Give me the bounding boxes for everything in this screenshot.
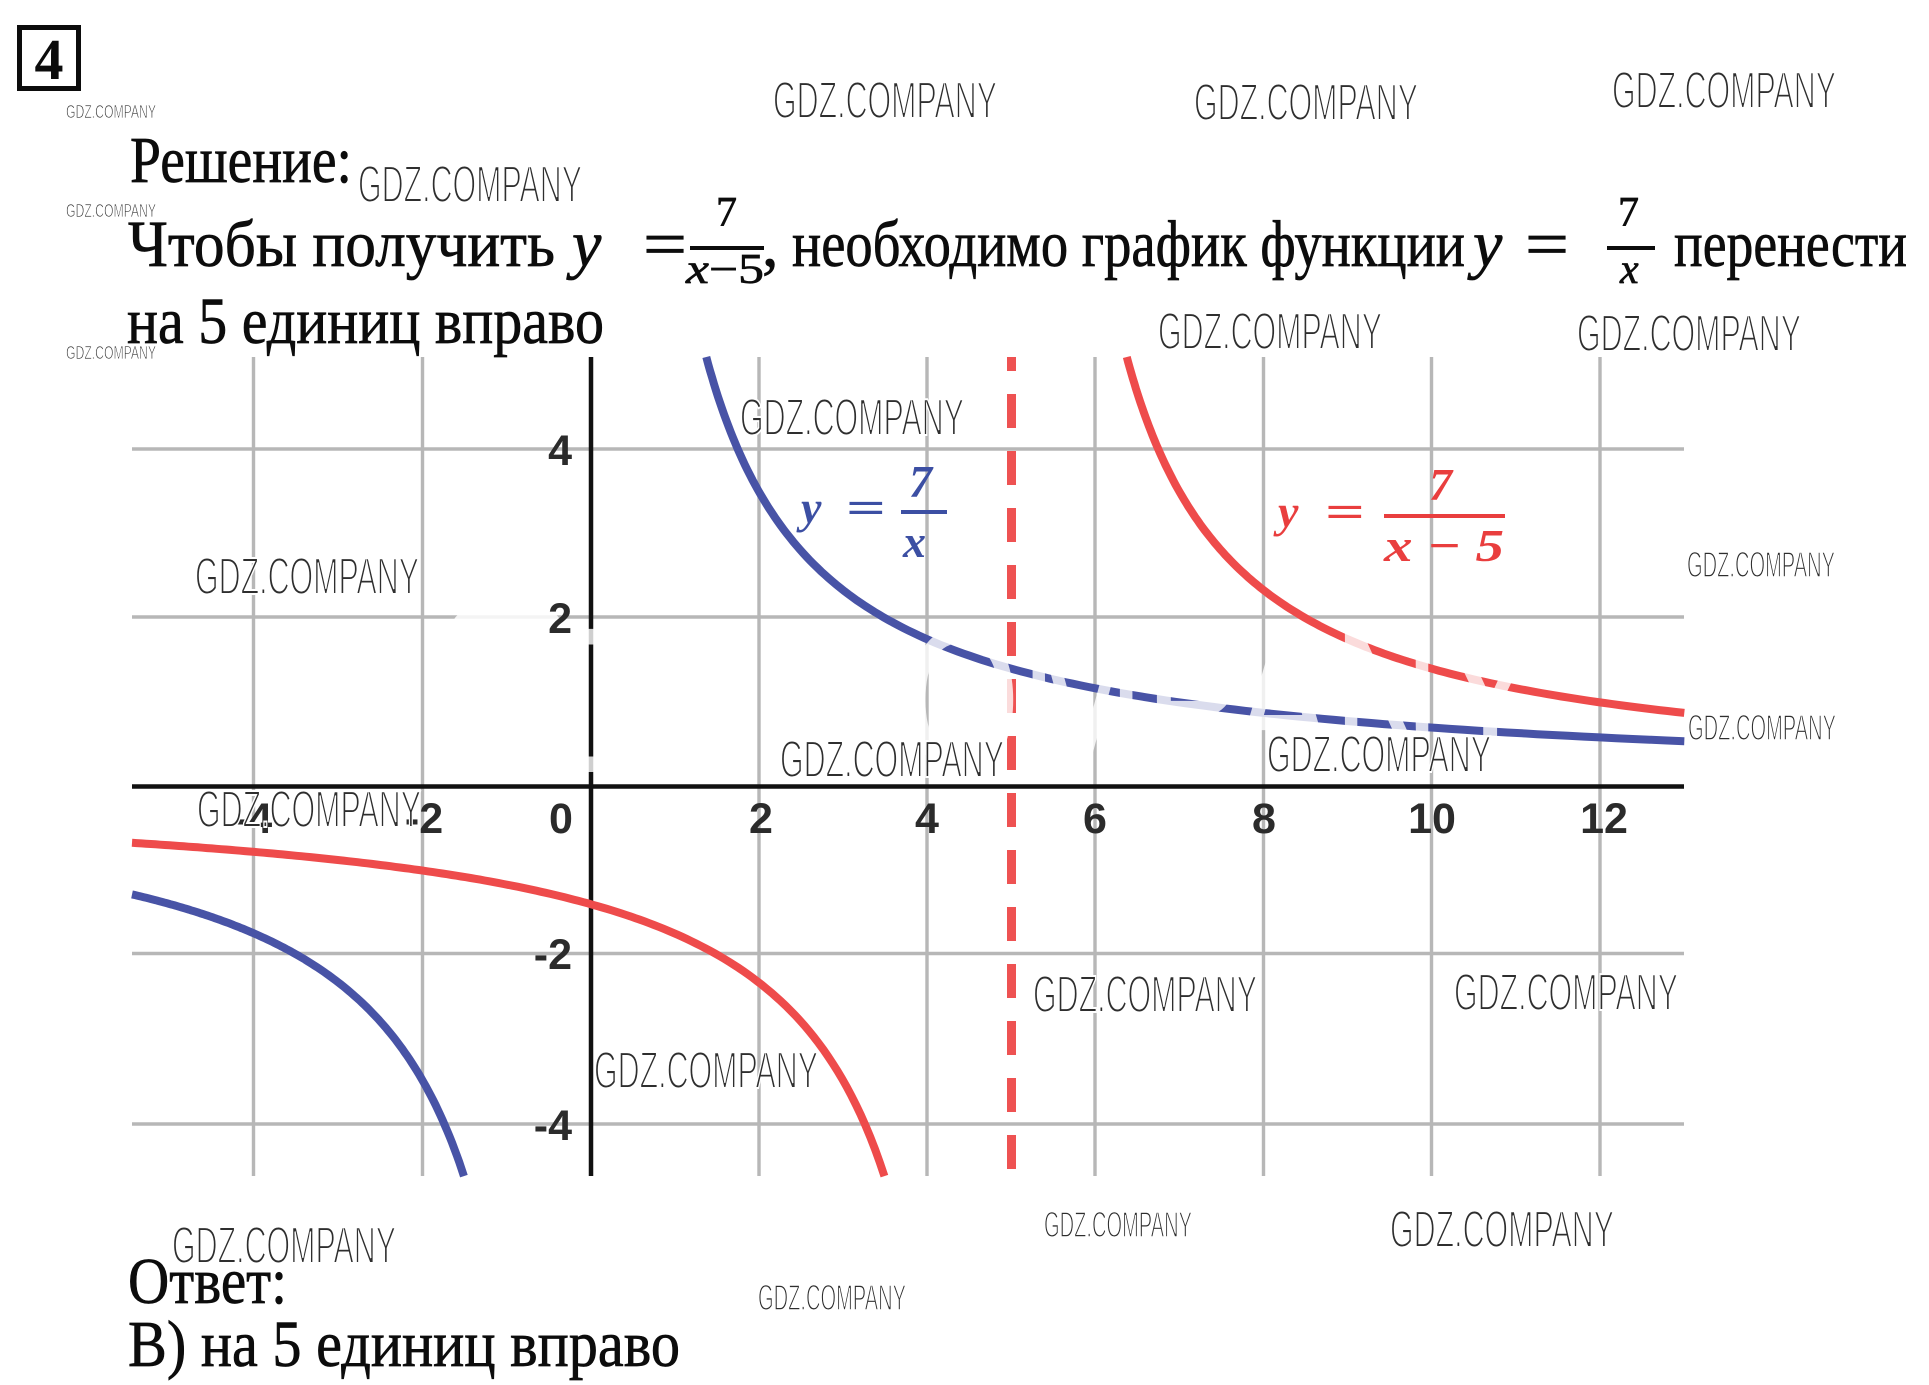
svg-text:Ответ:: Ответ: [128, 1245, 287, 1318]
svg-text:перенести: перенести [1674, 208, 1907, 281]
svg-text:на 5 единиц вправо: на 5 единиц вправо [127, 285, 604, 358]
svg-text:GDZ.COMPANY: GDZ.COMPANY [197, 781, 421, 839]
svg-text:необходимо график функции: необходимо график функции [792, 208, 1465, 281]
svg-text:GDZ.COMPANY: GDZ.COMPANY [195, 548, 419, 606]
svg-text:10: 10 [1408, 795, 1456, 843]
svg-text:y: y [566, 208, 602, 281]
svg-text:2: 2 [749, 795, 773, 843]
svg-text:Решение:: Решение: [130, 124, 352, 197]
svg-text:8: 8 [1252, 795, 1276, 843]
svg-text:x: x [902, 516, 926, 567]
svg-text:y: y [1467, 208, 1503, 281]
svg-text:GDZ.COMPANY: GDZ.COMPANY [358, 156, 582, 214]
svg-text:GDZ.COMPANY: GDZ.COMPANY [440, 585, 1540, 817]
svg-text:В) на 5 единиц вправо: В) на 5 единиц вправо [128, 1308, 680, 1381]
svg-text:GDZ.COMPANY: GDZ.COMPANY [66, 102, 156, 122]
svg-text:GDZ.COMPANY: GDZ.COMPANY [1267, 726, 1491, 784]
svg-text:y: y [1273, 486, 1299, 537]
svg-text:4: 4 [35, 27, 64, 92]
svg-text:GDZ.COMPANY: GDZ.COMPANY [66, 343, 156, 363]
svg-text:y: y [796, 482, 822, 533]
svg-text:0: 0 [549, 795, 573, 843]
svg-text:GDZ.COMPANY: GDZ.COMPANY [740, 389, 964, 447]
svg-text:=: = [846, 482, 886, 533]
svg-text:,: , [762, 208, 779, 281]
svg-text:GDZ.COMPANY: GDZ.COMPANY [172, 1217, 396, 1275]
svg-text:-2: -2 [405, 795, 443, 843]
svg-text:Чтобы получить: Чтобы получить [128, 208, 555, 281]
svg-text:GDZ.COMPANY: GDZ.COMPANY [1612, 62, 1836, 120]
svg-text:-2: -2 [534, 931, 572, 979]
svg-text:7: 7 [1618, 190, 1639, 236]
svg-text:GDZ.COMPANY: GDZ.COMPANY [1454, 964, 1678, 1022]
svg-text:x − 5: x − 5 [1383, 520, 1504, 571]
svg-text:=: = [1325, 486, 1365, 537]
svg-text:12: 12 [1580, 795, 1628, 843]
svg-text:GDZ.COMPANY: GDZ.COMPANY [1044, 1204, 1192, 1245]
svg-text:6: 6 [1083, 795, 1107, 843]
svg-text:GDZ.COMPANY: GDZ.COMPANY [1687, 544, 1835, 585]
svg-text:GDZ.COMPANY: GDZ.COMPANY [594, 1042, 818, 1100]
svg-text:GDZ.COMPANY: GDZ.COMPANY [773, 72, 997, 130]
svg-text:GDZ.COMPANY: GDZ.COMPANY [780, 731, 1004, 789]
svg-text:x: x [1619, 247, 1639, 293]
svg-text:GDZ.COMPANY: GDZ.COMPANY [1158, 303, 1382, 361]
svg-text:GDZ.COMPANY: GDZ.COMPANY [1033, 966, 1257, 1024]
svg-text:GDZ.COMPANY: GDZ.COMPANY [758, 1277, 906, 1318]
svg-text:7: 7 [909, 456, 934, 507]
svg-text:-4: -4 [234, 795, 272, 843]
svg-text:4: 4 [548, 427, 572, 475]
svg-text:GDZ.COMPANY: GDZ.COMPANY [1194, 74, 1418, 132]
svg-text:=: = [1525, 208, 1569, 281]
svg-text:2: 2 [548, 595, 572, 643]
svg-text:GDZ.COMPANY: GDZ.COMPANY [1688, 707, 1836, 748]
svg-text:7: 7 [716, 190, 737, 236]
svg-text:GDZ.COMPANY: GDZ.COMPANY [1390, 1201, 1614, 1259]
svg-text:7: 7 [1429, 459, 1454, 510]
svg-text:x−5: x −5 [685, 247, 764, 293]
svg-text:GDZ.COMPANY: GDZ.COMPANY [1577, 305, 1801, 363]
svg-text:-4: -4 [534, 1102, 572, 1150]
svg-text:GDZ.COMPANY: GDZ.COMPANY [66, 201, 156, 221]
svg-text:=: = [643, 208, 687, 281]
svg-text:4: 4 [915, 795, 939, 843]
